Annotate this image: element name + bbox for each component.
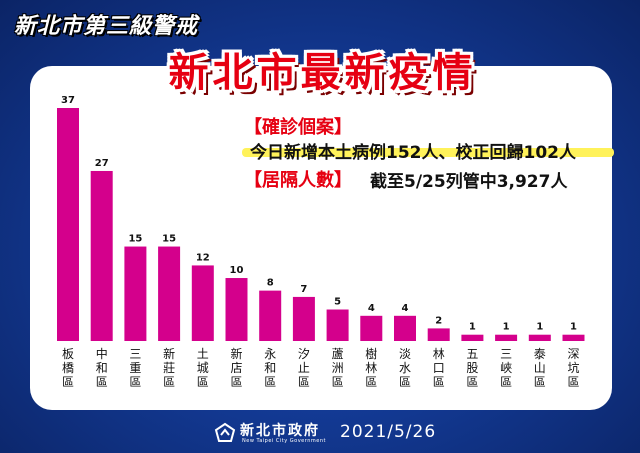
header-title: 新北市第三級警戒 <box>14 14 199 39</box>
quarantine-label: 【居隔人數】 <box>244 170 352 191</box>
category-label-12: 股 <box>466 361 478 375</box>
bar-11 <box>427 328 450 341</box>
category-label-0: 區 <box>62 375 74 389</box>
category-label-6: 永 <box>264 347 276 361</box>
footer-org-name: 新北市政府 <box>240 423 320 439</box>
category-label-9: 樹 <box>365 347 377 361</box>
data-label-15: 1 <box>570 322 577 333</box>
category-label-11: 口 <box>433 361 445 375</box>
category-label-10: 水 <box>399 361 411 375</box>
bar-5 <box>225 278 248 341</box>
category-label-15: 區 <box>567 375 579 389</box>
category-label-11: 區 <box>433 375 445 389</box>
category-label-7: 止 <box>298 361 310 375</box>
chart-panel <box>30 66 612 410</box>
category-label-8: 洲 <box>332 361 344 375</box>
footer-date: 2021/5/26 <box>340 422 437 442</box>
category-label-0: 橋 <box>62 361 74 375</box>
highlight-marker <box>242 148 614 157</box>
category-label-1: 和 <box>96 361 108 375</box>
data-label-9: 4 <box>368 303 375 314</box>
data-label-5: 10 <box>230 265 244 276</box>
confirmed-label: 【確診個案】 <box>244 117 352 138</box>
category-label-14: 山 <box>534 361 546 375</box>
footer-org-name-en: New Taipei City Government <box>242 438 326 444</box>
category-label-5: 區 <box>230 375 242 389</box>
bar-6 <box>259 290 282 341</box>
category-label-12: 區 <box>466 375 478 389</box>
bar-1 <box>90 170 113 341</box>
category-label-13: 三 <box>500 347 512 361</box>
category-label-9: 區 <box>365 375 377 389</box>
category-label-6: 和 <box>264 361 276 375</box>
category-label-13: 峽 <box>500 361 512 375</box>
bar-3 <box>158 246 181 341</box>
quarantine-text: 截至5/25列管中3,927人 <box>370 172 568 192</box>
category-label-1: 中 <box>96 346 108 361</box>
data-label-7: 7 <box>300 284 307 295</box>
data-label-4: 12 <box>196 252 210 263</box>
category-label-6: 區 <box>264 375 276 389</box>
category-label-11: 林 <box>433 347 445 361</box>
category-label-5: 新 <box>230 346 242 361</box>
category-label-15: 坑 <box>567 360 579 375</box>
category-label-2: 三 <box>129 347 141 361</box>
category-label-7: 汐 <box>298 346 310 361</box>
bar-12 <box>461 334 484 341</box>
category-label-13: 區 <box>500 375 512 389</box>
category-label-1: 區 <box>96 375 108 389</box>
data-label-0: 37 <box>61 95 75 106</box>
bar-13 <box>495 334 518 341</box>
new-taipei-logo-icon <box>214 422 236 442</box>
category-label-3: 新 <box>163 346 175 361</box>
category-label-3: 區 <box>163 375 175 389</box>
category-label-14: 區 <box>534 375 546 389</box>
category-label-4: 土 <box>197 347 209 361</box>
bar-9 <box>360 315 383 341</box>
data-label-14: 1 <box>536 322 543 333</box>
data-label-8: 5 <box>334 297 341 308</box>
data-label-2: 15 <box>128 234 142 245</box>
category-label-4: 城 <box>197 361 209 375</box>
bar-15 <box>562 334 585 341</box>
category-label-8: 區 <box>332 375 344 389</box>
category-label-3: 莊 <box>163 361 175 375</box>
data-label-10: 4 <box>402 303 409 314</box>
category-label-14: 泰 <box>534 347 546 361</box>
category-label-4: 區 <box>197 375 209 389</box>
category-label-5: 店 <box>230 361 242 375</box>
data-label-12: 1 <box>469 322 476 333</box>
confirmed-text: 今日新增本土病例152人、校正回歸102人 <box>250 143 576 163</box>
bar-0 <box>57 108 79 341</box>
category-label-10: 淡 <box>399 347 411 361</box>
category-label-9: 林 <box>365 361 377 375</box>
data-label-1: 27 <box>95 158 109 169</box>
category-label-0: 板 <box>62 347 74 361</box>
category-label-7: 區 <box>298 375 310 389</box>
data-label-13: 1 <box>503 322 510 333</box>
bar-14 <box>528 334 551 341</box>
category-label-15: 深 <box>567 347 579 361</box>
category-label-2: 區 <box>129 375 141 389</box>
category-label-10: 區 <box>399 375 411 389</box>
bar-7 <box>292 296 315 341</box>
bar-8 <box>326 309 349 341</box>
bar-4 <box>191 265 214 341</box>
main-title: 新北市最新疫情 <box>168 50 477 96</box>
bar-10 <box>394 315 416 341</box>
data-label-11: 2 <box>435 315 442 326</box>
category-label-12: 五 <box>466 347 478 361</box>
data-label-6: 8 <box>267 278 274 289</box>
category-label-2: 重 <box>129 361 141 375</box>
category-label-8: 蘆 <box>332 347 344 361</box>
bar-2 <box>124 246 147 341</box>
data-label-3: 15 <box>162 234 176 245</box>
